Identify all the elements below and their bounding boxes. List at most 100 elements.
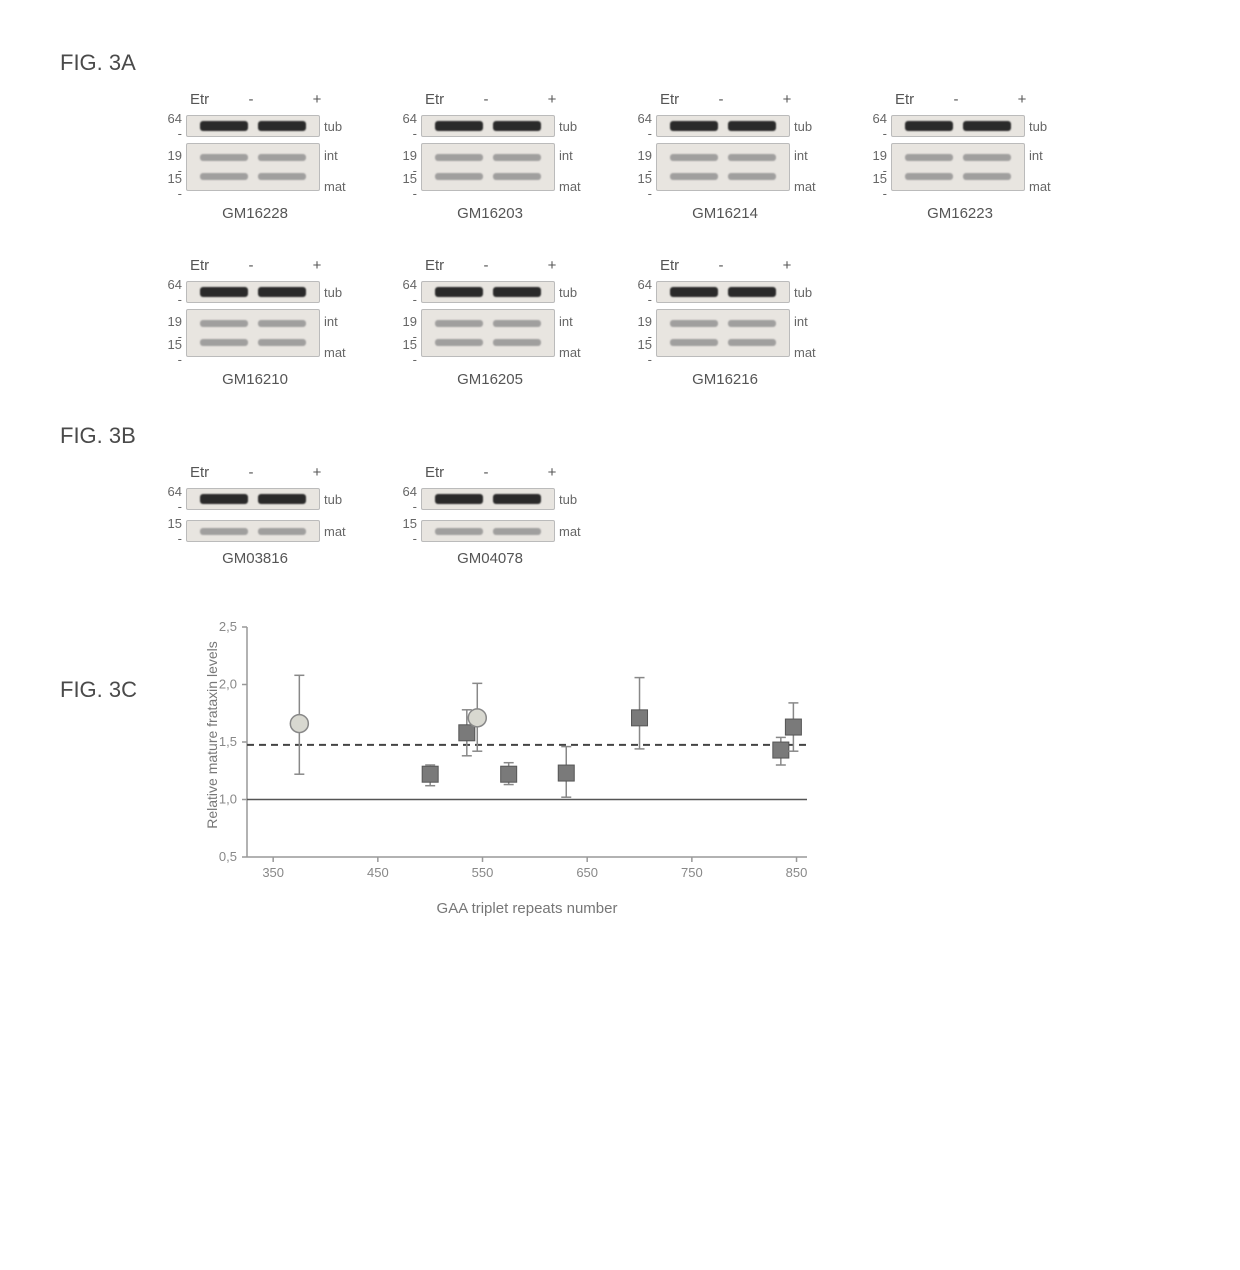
band-label: int bbox=[320, 148, 350, 163]
sample-name: GM04078 bbox=[395, 550, 585, 567]
band bbox=[435, 528, 484, 535]
band bbox=[435, 339, 484, 346]
sample-name: GM03816 bbox=[160, 550, 350, 567]
band bbox=[728, 287, 777, 297]
band bbox=[200, 528, 249, 535]
band bbox=[258, 121, 307, 131]
svg-text:650: 650 bbox=[576, 865, 598, 880]
band bbox=[258, 287, 307, 297]
gel-row: 19 - int bbox=[160, 309, 350, 357]
lane-minus: - bbox=[218, 91, 284, 108]
band-label: int bbox=[790, 148, 820, 163]
gel-row: 19 - int bbox=[160, 143, 350, 191]
band bbox=[493, 121, 542, 131]
gel-int-mat bbox=[656, 309, 790, 357]
band bbox=[258, 154, 307, 161]
sample-name: GM16228 bbox=[160, 205, 350, 222]
band-label: tub bbox=[555, 492, 585, 507]
lane-plus: + bbox=[519, 464, 585, 481]
gel-int-mat bbox=[421, 143, 555, 191]
band bbox=[963, 121, 1012, 131]
sample-name: GM16203 bbox=[395, 205, 585, 222]
band bbox=[200, 173, 249, 180]
x-axis-label: GAA triplet repeats number bbox=[237, 900, 817, 917]
gel-tub bbox=[421, 488, 555, 510]
band bbox=[670, 339, 719, 346]
svg-text:750: 750 bbox=[681, 865, 703, 880]
band bbox=[963, 173, 1012, 180]
sample-name: GM16210 bbox=[160, 371, 350, 388]
band bbox=[493, 339, 542, 346]
etr-label: Etr bbox=[425, 257, 453, 274]
band bbox=[493, 528, 542, 535]
band bbox=[200, 121, 249, 131]
band bbox=[258, 494, 307, 504]
gel-tub bbox=[891, 115, 1025, 137]
band bbox=[728, 154, 777, 161]
sample-name: GM16214 bbox=[630, 205, 820, 222]
band bbox=[435, 494, 484, 504]
gel-row: 19 - int bbox=[630, 309, 820, 357]
mw-label: 15 - bbox=[395, 516, 421, 546]
blot-panel: Etr - +64 - tub19 - int15 - matGM16203 bbox=[395, 91, 585, 222]
sample-name: GM16205 bbox=[395, 371, 585, 388]
lane-plus: + bbox=[284, 464, 350, 481]
lane-plus: + bbox=[519, 257, 585, 274]
gel-int-mat bbox=[891, 143, 1025, 191]
band bbox=[435, 154, 484, 161]
fig-3a-label: FIG. 3A bbox=[60, 50, 1180, 76]
band-label: tub bbox=[555, 119, 585, 134]
band bbox=[728, 320, 777, 327]
mw-label: 64 - bbox=[160, 277, 186, 307]
blot-panel: Etr - +64 - tub19 - int15 - matGM16214 bbox=[630, 91, 820, 222]
mw-label: 19 - bbox=[630, 148, 656, 178]
sample-name: GM16216 bbox=[630, 371, 820, 388]
band bbox=[258, 528, 307, 535]
lane-plus: + bbox=[989, 91, 1055, 108]
band bbox=[435, 320, 484, 327]
gel-tub bbox=[656, 115, 790, 137]
band-label: tub bbox=[1025, 119, 1055, 134]
band bbox=[493, 494, 542, 504]
band-label: tub bbox=[555, 285, 585, 300]
mw-label: 64 - bbox=[160, 111, 186, 141]
fig-3c-chart: Relative mature frataxin levels 0,5 1,0 1,… bbox=[197, 617, 817, 917]
gel-row: 19 - int bbox=[865, 143, 1055, 191]
svg-text:1,5: 1,5 bbox=[219, 734, 237, 749]
mw-label: 15 - bbox=[160, 516, 186, 546]
svg-text:350: 350 bbox=[262, 865, 284, 880]
blot-panel: Etr - +64 - tub19 - int15 - matGM16205 bbox=[395, 257, 585, 388]
svg-text:2,5: 2,5 bbox=[219, 619, 237, 634]
mw-label: 64 - bbox=[395, 277, 421, 307]
gel-int-mat bbox=[186, 309, 320, 357]
gel-int-mat bbox=[186, 143, 320, 191]
gel-tub bbox=[656, 281, 790, 303]
band-label: int bbox=[555, 148, 585, 163]
gel-row: 19 - int bbox=[630, 143, 820, 191]
etr-label: Etr bbox=[190, 91, 218, 108]
band bbox=[728, 339, 777, 346]
svg-text:1,0: 1,0 bbox=[219, 792, 237, 807]
fig-3c-label: FIG. 3C bbox=[60, 677, 137, 703]
band bbox=[728, 121, 777, 131]
etr-label: Etr bbox=[190, 464, 218, 481]
band bbox=[435, 173, 484, 180]
fig-3b-grid: Etr - +64 - tub15 - matGM03816Etr - +64 … bbox=[160, 464, 1180, 567]
mw-label: 64 - bbox=[395, 484, 421, 514]
y-axis-label: Relative mature frataxin levels bbox=[204, 635, 220, 835]
blot-panel: Etr - +64 - tub19 - int15 - matGM16223 bbox=[865, 91, 1055, 222]
gel-int-mat bbox=[421, 309, 555, 357]
gel-tub bbox=[421, 281, 555, 303]
svg-text:2,0: 2,0 bbox=[219, 677, 237, 692]
band bbox=[905, 154, 954, 161]
gel-row: 19 - int bbox=[395, 309, 585, 357]
etr-label: Etr bbox=[895, 91, 923, 108]
band bbox=[435, 287, 484, 297]
fig-3a-grid: Etr - +64 - tub19 - int15 - matGM16228Et… bbox=[160, 91, 1180, 388]
blot-panel: Etr - +64 - tub19 - int15 - matGM16210 bbox=[160, 257, 350, 388]
svg-text:0,5: 0,5 bbox=[219, 849, 237, 864]
band bbox=[493, 154, 542, 161]
mw-label: 19 - bbox=[395, 314, 421, 344]
band bbox=[200, 320, 249, 327]
blot-panel: Etr - +64 - tub19 - int15 - matGM16216 bbox=[630, 257, 820, 388]
